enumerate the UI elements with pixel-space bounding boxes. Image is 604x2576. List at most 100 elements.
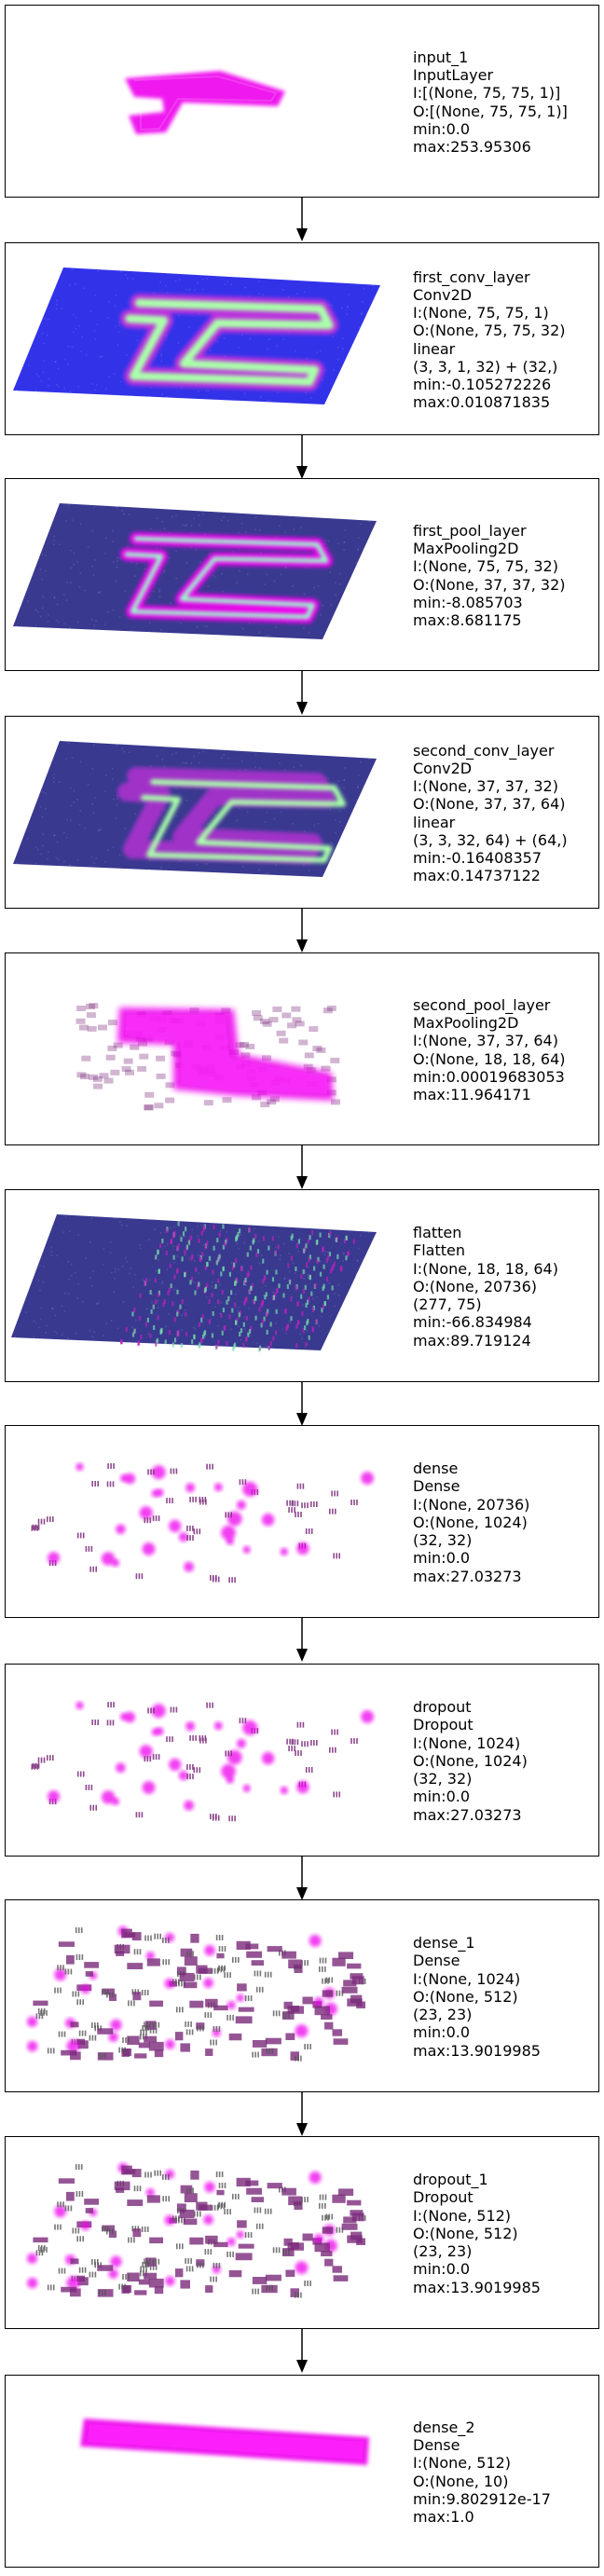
flow-arrow: [296, 1618, 308, 1662]
layer-detail-line: O:(None, 20736): [413, 1277, 537, 1295]
layer-visualization: [11, 1214, 377, 1352]
layer-detail-line: max:27.03273: [413, 1567, 522, 1585]
layer-detail-line: O:(None, 37, 37, 64): [413, 795, 566, 814]
layer-detail-line: min:0.0: [413, 1549, 471, 1568]
layer-detail-line: O:(None, 75, 75, 32): [413, 322, 566, 340]
layer-detail-line: min:0.0: [413, 1788, 471, 1806]
layer-type: Conv2D: [413, 759, 473, 777]
layer-visualization: [13, 741, 377, 877]
layer-box-second-pool-layer: second_pool_layer MaxPooling2D I:(None, 37…: [5, 952, 599, 1145]
layer-type: Conv2D: [413, 285, 473, 304]
flow-arrow: [296, 909, 308, 952]
layer-box-input-1: input_1 InputLayer I:[(None, 75, 75, 1)] O:…: [5, 5, 599, 198]
layer-detail-line: max:0.010871835: [413, 393, 551, 412]
layer-detail-line: (32, 32): [413, 1531, 473, 1550]
layer-detail-line: I:(None, 18, 18, 64): [413, 1259, 558, 1278]
input-digit: [125, 71, 285, 134]
layer-type: MaxPooling2D: [413, 1014, 519, 1033]
layer-detail-line: O:(None, 512): [413, 2224, 518, 2242]
layer-type: Dense: [413, 1477, 460, 1496]
layer-box-dense-1: dense_1 Dense I:(None, 1024) O:(None, 512)(…: [5, 1899, 599, 2092]
layer-detail-line: I:(None, 1024): [413, 1969, 521, 1988]
layer-detail-line: (3, 3, 32, 64) + (64,): [413, 830, 568, 849]
layer-info: input_1 InputLayer I:[(None, 75, 75, 1)] O:…: [413, 6, 596, 197]
layer-detail-line: (23, 23): [413, 2242, 473, 2261]
layer-visualization: [13, 267, 380, 404]
layer-detail-line: max:13.9019985: [413, 2278, 541, 2296]
layer-box-dropout: dropout Dropout I:(None, 1024) O:(None, 102…: [5, 1664, 599, 1857]
layer-detail-line: O:(None, 37, 37, 32): [413, 575, 566, 594]
flow-arrow: [296, 671, 308, 715]
layer-detail-line: I:(None, 75, 75, 32): [413, 557, 558, 576]
layer-info: dense_1 Dense I:(None, 1024) O:(None, 512)(…: [413, 1900, 596, 2091]
layer-detail-line: min:0.0: [413, 119, 471, 138]
layer-visualization: [13, 503, 377, 639]
layer-type: Dropout: [413, 2188, 474, 2207]
layer-detail-line: max:8.681175: [413, 610, 522, 629]
layer-info: dense Dense I:(None, 20736) O:(None, 1024)(…: [413, 1426, 596, 1617]
layer-detail-line: max:1.0: [413, 2507, 474, 2526]
layer-detail-line: I:(None, 1024): [413, 1733, 521, 1752]
layer-box-dense-2: dense_2 Dense I:(None, 512) O:(None, 10) min…: [5, 2375, 599, 2568]
layer-detail-line: max:253.95306: [413, 137, 531, 156]
layer-detail-line: max:0.14737122: [413, 867, 541, 885]
layer-name: input_1: [413, 48, 469, 66]
layer-detail-line: (32, 32): [413, 1770, 473, 1788]
layer-name: first_pool_layer: [413, 521, 527, 540]
layer-visualization: [26, 1925, 366, 2062]
layer-detail-line: max:27.03273: [413, 1805, 522, 1824]
layer-name: dense_2: [413, 2418, 475, 2436]
layer-info: dropout Dropout I:(None, 1024) O:(None, 102…: [413, 1665, 596, 1856]
flow-arrow: [296, 2092, 308, 2136]
layer-info: second_conv_layer Conv2D I:(None, 37, 37, …: [413, 717, 596, 908]
layer-box-second-conv-layer: second_conv_layer Conv2D I:(None, 37, 37, …: [5, 716, 599, 909]
flow-arrow: [296, 2329, 308, 2373]
layer-detail-line: O:(None, 18, 18, 64): [413, 1049, 566, 1068]
layer-name: flatten: [413, 1224, 462, 1242]
layer-detail-line: O:[(None, 75, 75, 1)]: [413, 102, 568, 120]
flow-arrow: [296, 1857, 308, 1900]
flow-arrow: [296, 1145, 308, 1189]
layer-visualization: [80, 2418, 369, 2465]
layer-visualization: [125, 71, 285, 134]
layer-detail-line: O:(None, 512): [413, 1987, 518, 2006]
flow-arrow: [296, 435, 308, 479]
layer-detail-line: O:(None, 10): [413, 2472, 509, 2490]
layer-type: Dense: [413, 2436, 460, 2455]
layer-visualization: [76, 1003, 340, 1111]
layer-box-first-conv-layer: first_conv_layer Conv2D I:(None, 75, 75, 1…: [5, 242, 599, 435]
layer-name: dropout_1: [413, 2171, 488, 2189]
layer-box-flatten: flatten Flatten I:(None, 18, 18, 64) O:(Non…: [5, 1189, 599, 1382]
layer-box-dense: dense Dense I:(None, 20736) O:(None, 1024)(…: [5, 1425, 599, 1618]
layer-type: Dropout: [413, 1716, 474, 1734]
layer-type: InputLayer: [413, 66, 494, 85]
layer-visualization: [26, 2162, 366, 2298]
layer-detail-line: max:13.9019985: [413, 2041, 541, 2060]
layer-detail-line: min:-8.085703: [413, 593, 523, 611]
layer-detail-line: I:(None, 75, 75, 1): [413, 304, 549, 322]
layer-name: first_conv_layer: [413, 267, 530, 286]
layer-detail-line: I:(None, 512): [413, 2206, 512, 2225]
layer-detail-line: min:-0.16408357: [413, 848, 542, 867]
layer-detail-line: (3, 3, 1, 32) + (32,): [413, 357, 558, 376]
layer-detail-line: min:0.0: [413, 2260, 471, 2279]
layer-detail-line: linear: [413, 339, 456, 358]
layer-name: dense: [413, 1459, 459, 1478]
layer-info: second_pool_layer MaxPooling2D I:(None, 37…: [413, 953, 596, 1144]
layer-info: first_pool_layer MaxPooling2D I:(None, 75,…: [413, 479, 596, 670]
layer-info: dropout_1 Dropout I:(None, 512) O:(None, 51…: [413, 2137, 596, 2328]
layer-name: dense_1: [413, 1934, 475, 1953]
layer-detail-line: max:89.719124: [413, 1331, 531, 1350]
layer-detail-line: O:(None, 1024): [413, 1513, 528, 1531]
layer-detail-line: min:-0.105272226: [413, 375, 552, 393]
layer-info: dense_2 Dense I:(None, 512) O:(None, 10) min…: [413, 2376, 596, 2567]
layer-name: second_pool_layer: [413, 995, 551, 1014]
flow-arrow: [296, 1382, 308, 1426]
layer-detail-line: I:(None, 512): [413, 2454, 512, 2473]
layer-detail-line: min:9.802912e-17: [413, 2489, 551, 2508]
layer-detail-line: min:0.00019683053: [413, 1067, 565, 1086]
layer-type: Flatten: [413, 1241, 465, 1260]
layer-box-first-pool-layer: first_pool_layer MaxPooling2D I:(None, 75,…: [5, 478, 599, 671]
layer-info: flatten Flatten I:(None, 18, 18, 64) O:(Non…: [413, 1190, 596, 1381]
layer-detail-line: I:[(None, 75, 75, 1)]: [413, 84, 561, 103]
